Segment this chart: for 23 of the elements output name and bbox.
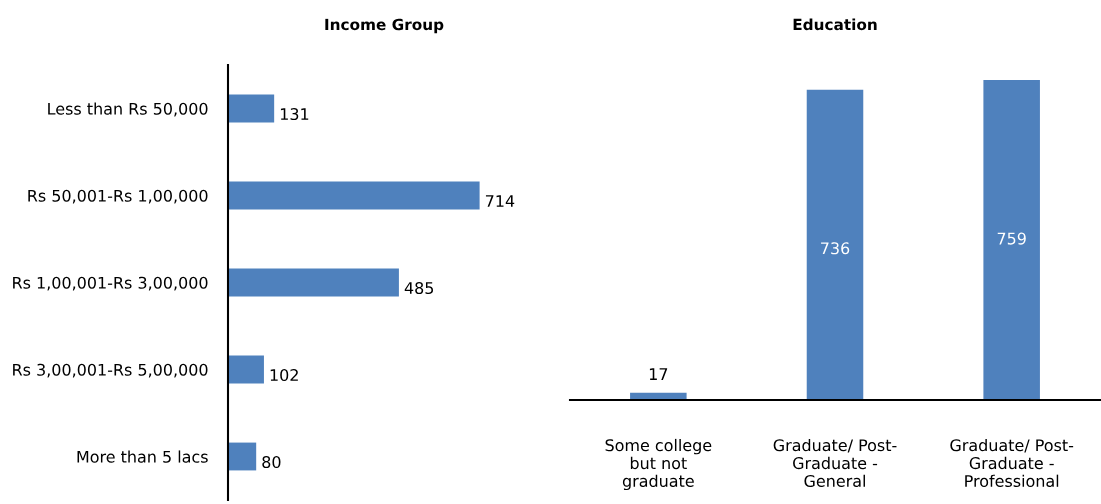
x-tick-label: Graduate/ Post- Graduate - Professional [950,438,1074,488]
data-label: 759 [997,232,1026,245]
data-label: 736 [821,242,850,255]
x-tick-label: Some college but not graduate [605,438,712,491]
chart-title: Income Group [325,18,444,34]
data-label: 102 [270,369,298,382]
data-label: 80 [262,456,281,469]
bar [228,94,275,123]
y-tick-label: More than 5 lacs [77,450,208,463]
chart-title: Education [793,18,877,31]
y-tick-label: Rs 50,001-Rs 1,00,000 [28,189,208,204]
y-tick-label: Less than Rs 50,000 [48,102,208,117]
bar [228,355,264,384]
bar [228,268,399,297]
bar [228,181,480,210]
x-tick-label: Graduate/ Post- Graduate - General [773,438,897,488]
bar [228,442,257,471]
y-tick-label: Rs 1,00,001-Rs 3,00,000 [13,276,208,291]
y-tick-label: Rs 3,00,001-Rs 5,00,000 [13,363,208,378]
data-label: 17 [649,368,668,380]
data-label: 131 [280,108,309,121]
data-label: 714 [485,195,515,207]
data-label: 485 [404,282,434,295]
